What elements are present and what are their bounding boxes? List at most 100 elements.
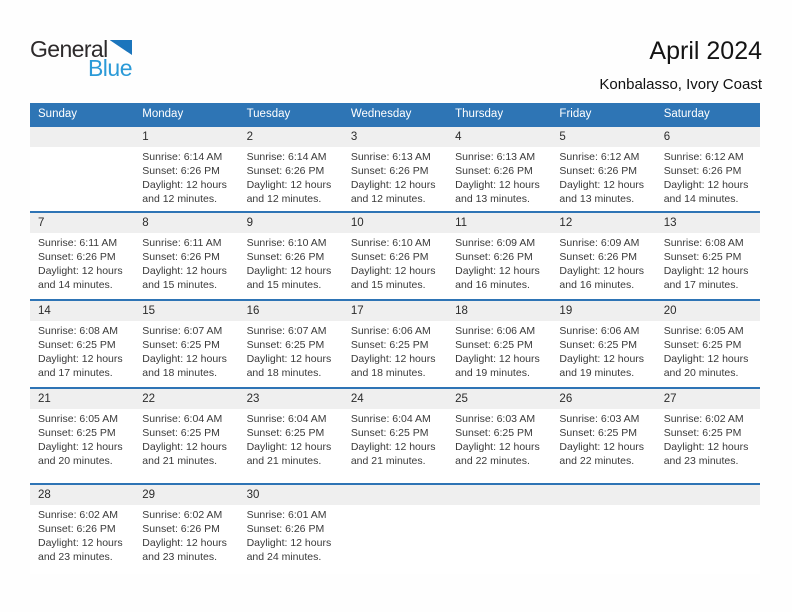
day-info-line: and 18 minutes. [142,367,217,379]
empty-day-cell [655,485,760,574]
day-number: 1 [142,131,149,143]
day-cell-8: 8 Sunrise: 6:11 AM Sunset: 6:26 PM Daylight… [134,213,239,299]
empty-day-cell [551,485,656,574]
day-number: 12 [559,217,573,229]
day-info-line: and 21 minutes. [142,455,217,467]
day-info-line: Sunset: 6:26 PM [246,251,325,263]
day-info-line: Sunset: 6:26 PM [246,523,325,535]
day-info-line: Sunset: 6:25 PM [38,427,116,439]
day-number: 25 [455,393,468,405]
day-number: 16 [246,305,260,317]
calendar-weeks: 1 Sunrise: 6:14 AM Sunset: 6:26 PM Daylight… [30,125,760,574]
day-number-strip: 11 [447,213,552,233]
day-info-line: Sunrise: 6:10 AM [246,237,327,249]
day-info-line: Sunset: 6:25 PM [455,339,533,351]
day-info-line: Sunset: 6:25 PM [38,339,116,351]
day-info: Sunrise: 6:03 AM Sunset: 6:25 PM Daylight:… [447,409,551,468]
logo-text-general: General [30,36,108,62]
day-cell-12: 12 Sunrise: 6:09 AM Sunset: 6:26 PM Dayligh… [551,213,656,299]
day-info-line: Sunset: 6:26 PM [455,251,533,263]
day-number: 18 [455,305,468,317]
day-number: 5 [559,131,566,143]
day-cell-29: 29 Sunrise: 6:02 AM Sunset: 6:26 PM Dayligh… [134,485,239,574]
day-number: 24 [350,393,364,405]
week-row-1: 1 Sunrise: 6:14 AM Sunset: 6:26 PM Daylight… [30,125,760,211]
day-info-line: Sunset: 6:26 PM [559,251,638,263]
day-number-strip: 24 [342,389,448,409]
day-info-line: Sunset: 6:26 PM [246,165,325,177]
day-info-line: Sunrise: 6:13 AM [350,151,431,163]
day-info-line: Sunset: 6:26 PM [350,165,429,177]
day-info: Sunrise: 6:02 AM Sunset: 6:26 PM Daylight:… [30,505,134,564]
day-info-line: and 21 minutes. [350,455,426,467]
day-info: Sunrise: 6:11 AM Sunset: 6:26 PM Daylight:… [30,233,134,292]
day-info-line: and 20 minutes. [663,367,739,379]
day-cell-13: 13 Sunrise: 6:08 AM Sunset: 6:25 PM Dayligh… [655,213,760,299]
day-info-line: Daylight: 12 hours [246,265,332,277]
empty-day-cell [447,485,552,574]
day-number: 2 [246,131,253,143]
day-info-line: Sunset: 6:25 PM [350,427,429,439]
weekday-header-sunday: Sunday [38,108,78,120]
day-info-line: Sunset: 6:25 PM [663,339,742,351]
day-cell-11: 11 Sunrise: 6:09 AM Sunset: 6:26 PM Dayligh… [447,213,552,299]
day-info: Sunrise: 6:05 AM Sunset: 6:25 PM Daylight:… [30,409,134,468]
day-number-strip: 21 [30,389,135,409]
day-info-line: Daylight: 12 hours [142,537,227,549]
day-number-strip: 13 [655,213,760,233]
day-info-line: Sunrise: 6:01 AM [246,509,327,521]
day-info-line: Sunset: 6:26 PM [350,251,429,263]
day-info: Sunrise: 6:14 AM Sunset: 6:26 PM Daylight:… [134,147,238,206]
day-number-strip: 27 [655,389,760,409]
day-cell-21: 21 Sunrise: 6:05 AM Sunset: 6:25 PM Dayligh… [30,389,135,483]
day-info-line: Sunset: 6:25 PM [142,427,220,439]
day-info-line: and 15 minutes. [246,279,322,291]
day-info-line: Sunrise: 6:09 AM [455,237,536,249]
day-number-strip: 20 [655,301,760,321]
weekday-header-thursday: Thursday [455,108,504,120]
day-cell-20: 20 Sunrise: 6:05 AM Sunset: 6:25 PM Dayligh… [655,301,760,387]
day-info-line: Sunrise: 6:13 AM [455,151,536,163]
day-cell-24: 24 Sunrise: 6:04 AM Sunset: 6:25 PM Dayligh… [342,389,448,483]
day-info-line: Sunrise: 6:05 AM [663,325,744,337]
day-number-strip: 23 [238,389,343,409]
day-info-line: and 17 minutes. [663,279,739,291]
day-cell-3: 3 Sunrise: 6:13 AM Sunset: 6:26 PM Daylight… [342,127,448,211]
day-number-strip: 18 [447,301,552,321]
day-info-line: Daylight: 12 hours [246,353,332,365]
day-number-strip: 8 [134,213,239,233]
day-info: Sunrise: 6:14 AM Sunset: 6:26 PM Daylight:… [239,147,343,206]
day-number: 26 [559,393,573,405]
day-number: 6 [663,131,671,143]
day-info: Sunrise: 6:04 AM Sunset: 6:25 PM Daylight:… [134,409,238,468]
day-info-line: Daylight: 12 hours [38,353,123,365]
day-info-line: Sunrise: 6:02 AM [142,509,223,521]
day-info-line: Sunrise: 6:08 AM [663,237,744,249]
day-number: 14 [38,305,51,317]
day-info-line: and 18 minutes. [246,367,322,379]
day-info-line: Sunset: 6:25 PM [559,427,638,439]
day-info-line: Daylight: 12 hours [246,179,332,191]
weekday-header-saturday: Saturday [663,108,710,120]
day-cell-22: 22 Sunrise: 6:04 AM Sunset: 6:25 PM Dayligh… [134,389,239,483]
day-info-line: and 24 minutes. [246,551,322,563]
day-number-strip: 17 [342,301,448,321]
day-info-line: and 15 minutes. [142,279,217,291]
day-info: Sunrise: 6:07 AM Sunset: 6:25 PM Daylight:… [239,321,343,380]
day-info-line: Daylight: 12 hours [350,353,436,365]
day-info-line: Sunset: 6:25 PM [350,339,429,351]
weekday-header-tuesday: Tuesday [246,108,291,120]
day-info-line: Sunrise: 6:06 AM [455,325,536,337]
day-number: 17 [350,305,364,317]
day-info-line: and 23 minutes. [663,455,739,467]
day-info-line: Sunset: 6:26 PM [455,165,533,177]
day-number-strip: 10 [342,213,448,233]
day-info-line: Sunrise: 6:07 AM [246,325,327,337]
week-row-2: 7 Sunrise: 6:11 AM Sunset: 6:26 PM Daylight… [30,211,760,299]
day-info-line: Sunset: 6:25 PM [663,251,742,263]
day-info: Sunrise: 6:08 AM Sunset: 6:25 PM Daylight:… [656,233,760,292]
day-info-line: and 23 minutes. [142,551,217,563]
day-info: Sunrise: 6:11 AM Sunset: 6:26 PM Daylight:… [134,233,238,292]
day-info-line: Daylight: 12 hours [455,353,540,365]
